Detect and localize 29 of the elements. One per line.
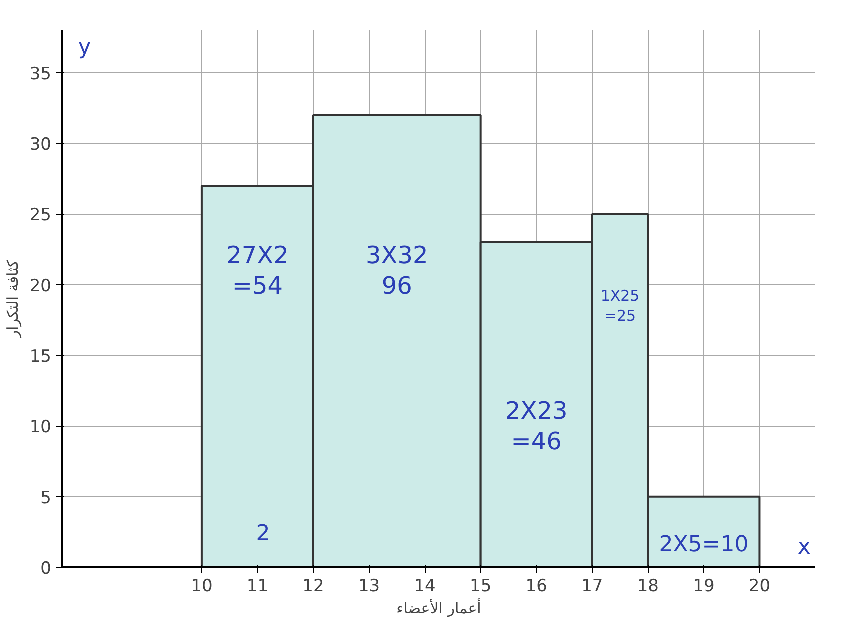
x-tick-label: 12	[302, 576, 324, 596]
annotation: 3X32 96	[366, 241, 428, 300]
y-axis-title: كثافة التكرار	[4, 259, 22, 339]
x-tick-label: 15	[470, 576, 492, 596]
annotation: 27X2 =54	[226, 241, 289, 300]
y-tick-label: 20	[30, 276, 52, 296]
annotation: y	[78, 34, 92, 60]
annotation: 2X23 =46	[505, 396, 568, 456]
annotation: 2X5=10	[659, 532, 749, 558]
annotation: x	[798, 535, 811, 560]
y-tick-label: 30	[30, 135, 52, 156]
y-tick-label: 15	[30, 347, 52, 368]
x-tick-label: 19	[693, 576, 715, 596]
annotation: 2	[256, 522, 270, 547]
x-tick-label: 13	[358, 576, 380, 596]
x-tick-label: 16	[526, 576, 548, 596]
annotation: 1X25 =25	[600, 287, 640, 325]
y-tick-label: 10	[30, 418, 52, 438]
y-tick-label: 25	[30, 206, 52, 226]
y-tick-label: 5	[40, 488, 52, 508]
x-tick-label: 17	[582, 576, 604, 596]
x-tick-label: 18	[637, 576, 659, 596]
x-tick-label: 10	[191, 576, 213, 596]
y-tick-label: 0	[40, 559, 52, 579]
x-axis-title: أعمار الأعضاء	[396, 598, 482, 618]
x-tick-label: 20	[748, 576, 771, 596]
x-tick-label: 14	[414, 576, 436, 596]
x-tick-label: 11	[246, 576, 269, 596]
y-tick-label: 35	[30, 64, 52, 84]
